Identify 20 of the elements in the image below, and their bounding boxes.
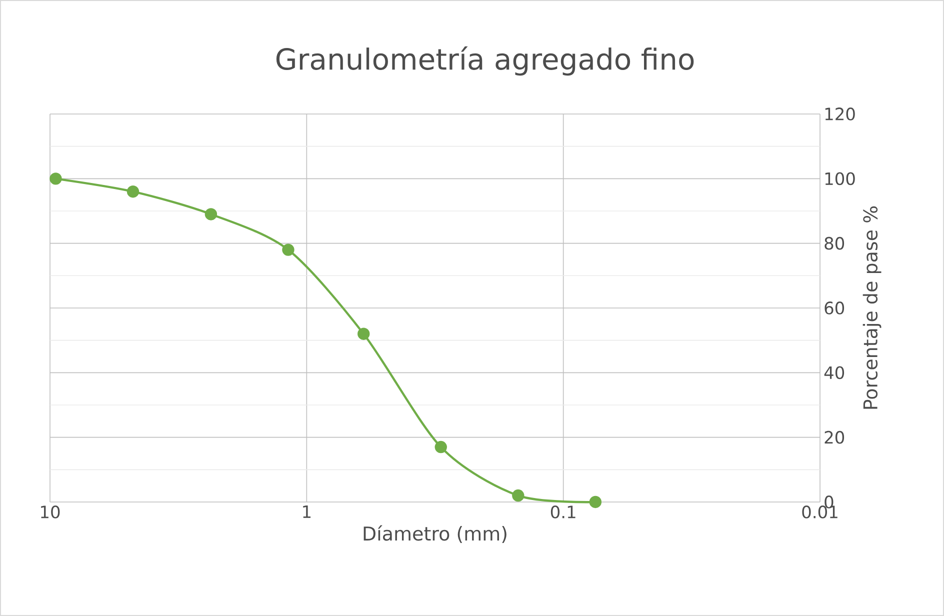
y-tick-label: 40 — [824, 366, 844, 380]
point — [434, 440, 447, 454]
y-tick-label: 100 — [825, 172, 855, 186]
point — [512, 489, 524, 502]
y-tick-label: 20 — [824, 430, 844, 444]
point — [282, 244, 294, 256]
y-tick-label: 60 — [824, 302, 844, 314]
x-tick-label: 10 — [41, 506, 60, 518]
y-tick-label: 80 — [824, 236, 844, 250]
y-tick-label: 120 — [825, 108, 855, 120]
x-axis-title: Díametro (mm) — [364, 525, 506, 543]
x-tick-label: 0.1 — [550, 506, 576, 518]
point — [204, 208, 218, 220]
point — [358, 328, 370, 340]
point — [589, 496, 602, 508]
y-axis-title: Porcentaje de pase % — [862, 206, 882, 409]
chart-title: Granulometría agregado fino — [276, 46, 694, 76]
point — [50, 172, 62, 185]
x-tick-label: 1 — [303, 506, 311, 518]
point — [126, 185, 140, 198]
